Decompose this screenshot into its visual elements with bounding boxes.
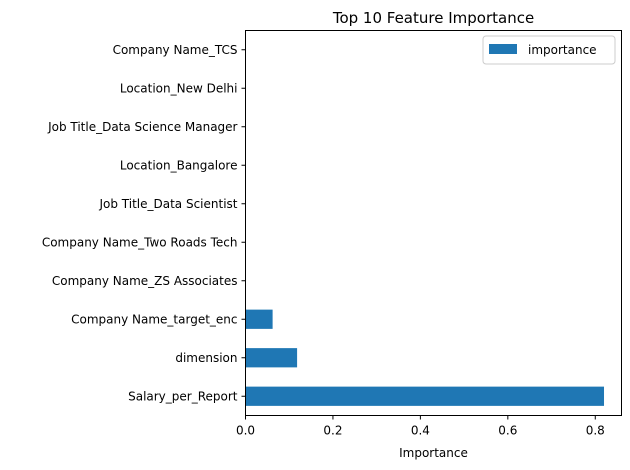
plot-frame xyxy=(245,30,622,416)
y-ticks-group: Company Name_TCS Location_New Delhi Job Ti… xyxy=(42,43,246,403)
legend-label: importance xyxy=(528,43,597,57)
x-tick-label: 0.6 xyxy=(498,424,517,438)
y-tick-label: dimension xyxy=(175,351,237,365)
x-tick-label: 0.4 xyxy=(411,424,430,438)
bars-group xyxy=(245,40,605,406)
x-ticks-group: 0.0 0.2 0.4 0.6 0.8 xyxy=(236,415,605,438)
x-tick-label: 0.8 xyxy=(586,424,605,438)
chart-title: Top 10 Feature Importance xyxy=(332,9,534,27)
x-tick-label: 0.2 xyxy=(323,424,342,438)
y-tick-label: Company Name_target_enc xyxy=(71,312,237,326)
y-tick-label: Company Name_TCS xyxy=(113,43,238,57)
bar xyxy=(245,386,605,406)
y-tick-label: Job Title_Data Scientist xyxy=(98,197,237,211)
y-tick-label: Company Name_ZS Associates xyxy=(52,274,238,288)
y-tick-label: Company Name_Two Roads Tech xyxy=(42,235,238,249)
y-tick-label: Location_New Delhi xyxy=(120,81,238,95)
y-tick-label: Job Title_Data Science Manager xyxy=(47,120,237,134)
legend-swatch xyxy=(489,44,517,54)
legend-box xyxy=(482,35,616,65)
y-tick-label: Salary_per_Report xyxy=(128,389,238,403)
x-axis-label: Importance xyxy=(399,446,468,460)
y-tick-label: Location_Bangalore xyxy=(120,158,238,172)
bar xyxy=(245,309,273,329)
x-tick-label: 0.0 xyxy=(236,424,255,438)
bar xyxy=(245,348,298,368)
legend: importance xyxy=(482,35,616,65)
